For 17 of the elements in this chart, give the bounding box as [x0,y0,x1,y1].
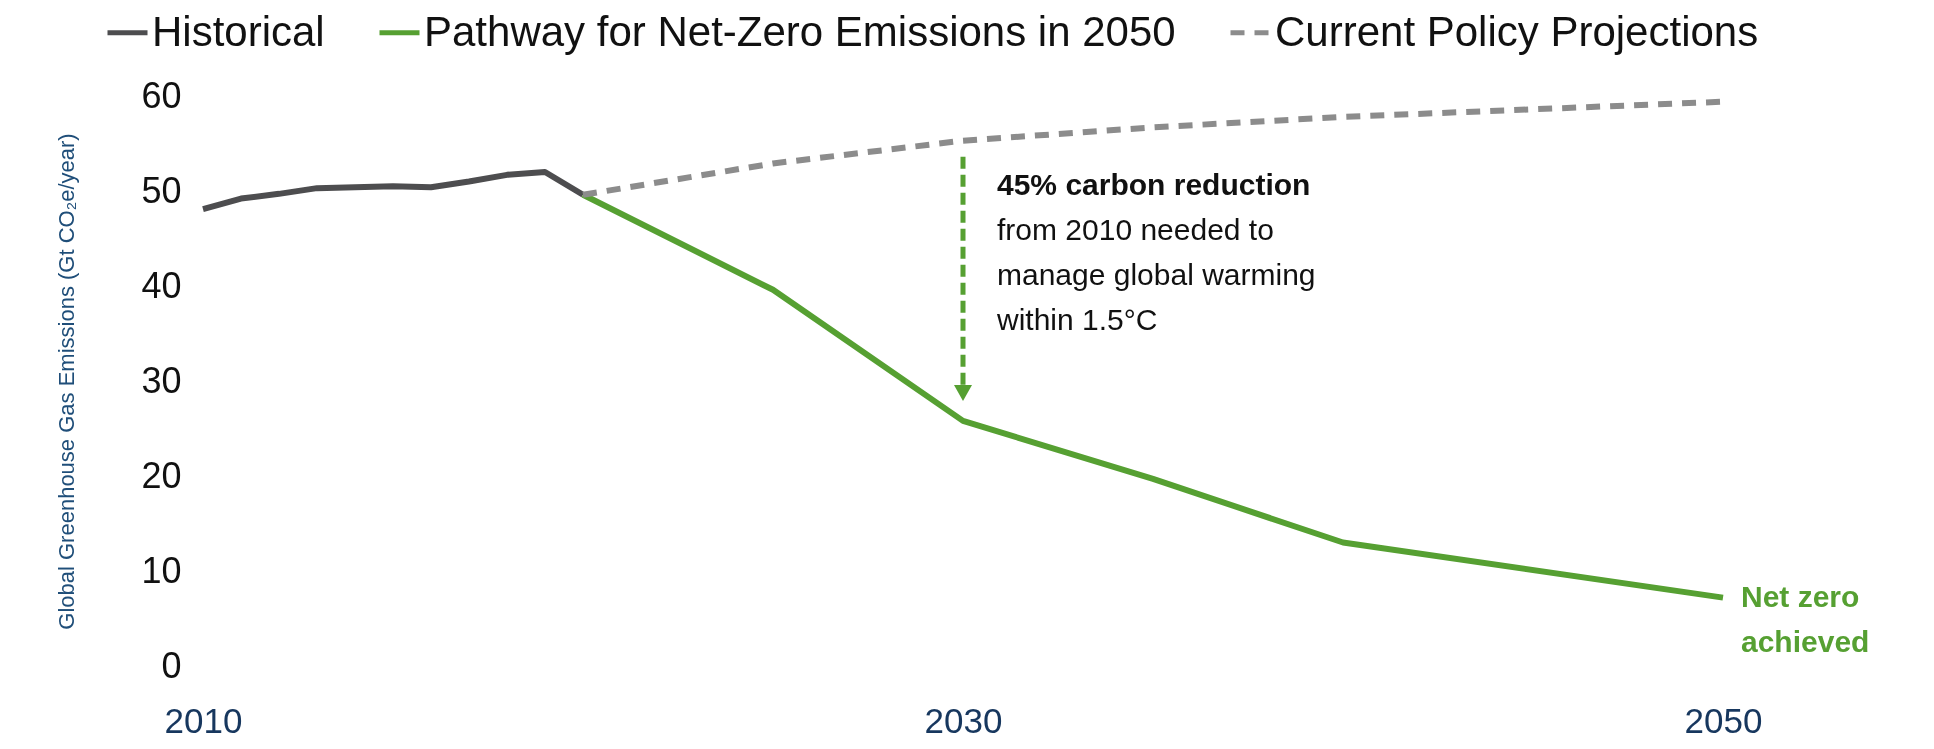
y-tick-label: 40 [141,264,182,306]
y-tick-label: 60 [141,74,182,116]
annotation: 45% carbon reduction [997,167,1311,201]
x-tick-label: 2050 [1684,700,1763,740]
annotation: Net zero achieved [1741,579,1870,658]
legend-label: Historical [152,7,325,55]
y-tick-label: 20 [141,454,182,496]
y-tick-label: 50 [141,169,182,211]
y-tick-label: 30 [141,359,182,401]
annotation: from 2010 needed to manage global warming within 1.5°C [996,212,1316,336]
legend-label: Current Policy Projections [1275,7,1759,55]
y-axis-title: Global Greenhouse Gas Emissions (Gt CO₂e/year) [54,133,80,630]
x-tick-label: 2030 [924,700,1003,740]
x-tick-label: 2010 [164,700,243,740]
y-tick-label: 0 [161,644,182,686]
y-tick-label: 10 [141,549,182,591]
legend-label: Pathway for Net-Zero Emissions in 2050 [424,7,1176,55]
